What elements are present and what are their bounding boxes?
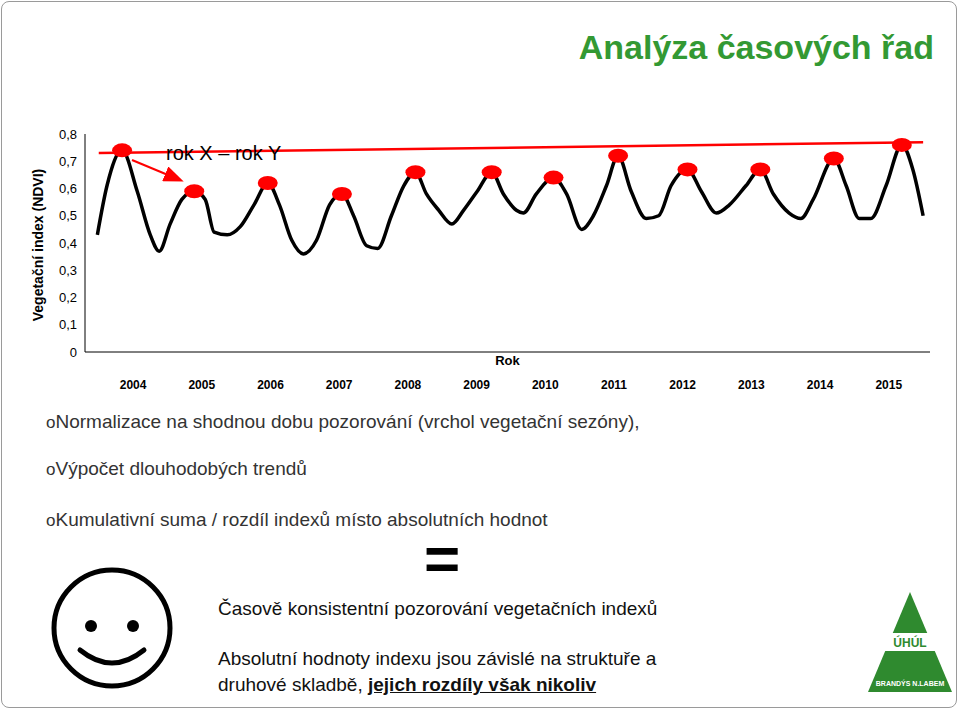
- svg-text:0,1: 0,1: [59, 317, 77, 332]
- svg-text:2004: 2004: [120, 378, 147, 392]
- svg-text:2006: 2006: [257, 378, 284, 392]
- svg-text:0,4: 0,4: [59, 236, 77, 251]
- html-text:o Výpočet dlouhodobých trendů: o Výpočet dlouhodobých trendů: [46, 458, 307, 479]
- html-text:Absolutní hodnoty indexu jsou: Absolutní hodnoty indexu jsou závislé na…: [218, 648, 657, 669]
- svg-text:0,7: 0,7: [59, 154, 77, 169]
- svg-text:2008: 2008: [395, 378, 422, 392]
- svg-text:0,6: 0,6: [59, 181, 77, 196]
- svg-text:Rok: Rok: [495, 353, 520, 368]
- html-text:o Normalizace na shodnou dobu: o Normalizace na shodnou dobu pozorování…: [46, 411, 640, 432]
- svg-text:0,8: 0,8: [59, 127, 77, 142]
- svg-text:2015: 2015: [875, 378, 902, 392]
- svg-text:2013: 2013: [738, 378, 765, 392]
- svg-text:ÚHÚL: ÚHÚL: [893, 635, 926, 650]
- svg-text:2009: 2009: [463, 378, 490, 392]
- svg-text:2010: 2010: [532, 378, 559, 392]
- html-text:Časově konsistentní pozorování: Časově konsistentní pozorování vegetační…: [218, 598, 658, 619]
- svg-text:2014: 2014: [807, 378, 834, 392]
- html-text:o Kumulativní suma / rozdíl in: o Kumulativní suma / rozdíl indexů místo…: [46, 509, 548, 530]
- svg-text:BRANDÝS N.LABEM: BRANDÝS N.LABEM: [876, 679, 945, 687]
- svg-text:2011: 2011: [601, 378, 627, 392]
- svg-text:0,5: 0,5: [59, 208, 77, 223]
- svg-text:2007: 2007: [326, 378, 353, 392]
- svg-text:2012: 2012: [669, 378, 696, 392]
- html-text:druhové skladbě, jejich rozdíl: druhové skladbě, jejich rozdíly však nik…: [218, 674, 597, 695]
- svg-text:2005: 2005: [188, 378, 215, 392]
- html-text:Analýza časových řad: Analýza časových řad: [578, 28, 934, 66]
- html-text:rok X – rok Y: rok X – rok Y: [166, 142, 282, 164]
- svg-text:0,3: 0,3: [59, 263, 77, 278]
- svg-text:0: 0: [70, 345, 77, 360]
- html-text:Vegetační index (NDVI): Vegetační index (NDVI): [30, 168, 46, 322]
- svg-text:0,2: 0,2: [59, 290, 77, 305]
